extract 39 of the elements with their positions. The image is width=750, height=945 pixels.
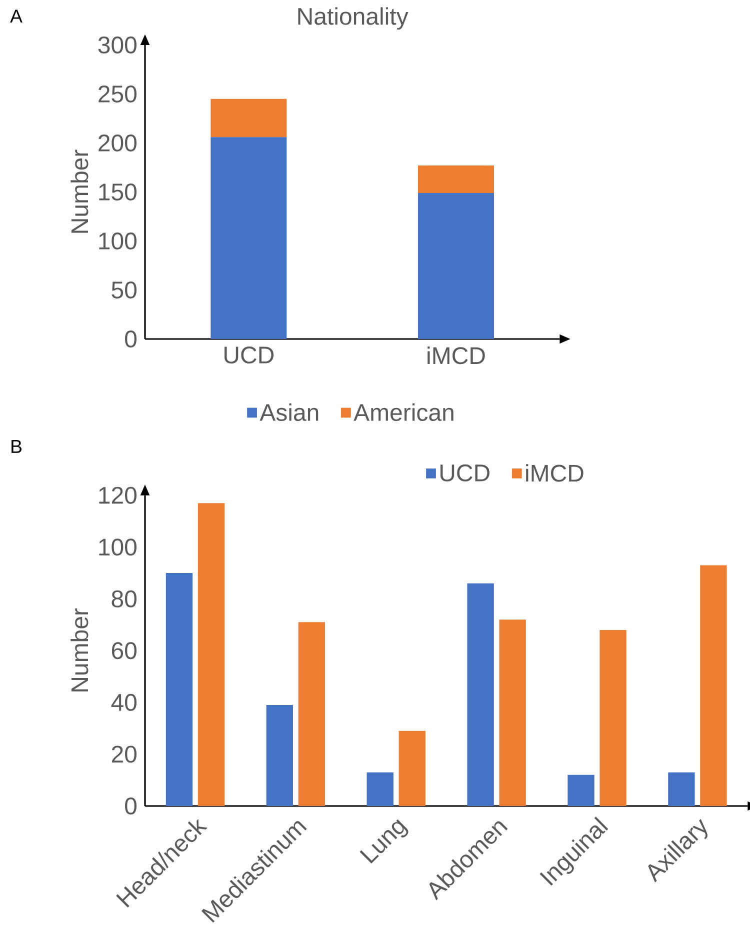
bar	[668, 772, 695, 806]
bar	[366, 772, 394, 806]
y-tick-label: 100	[99, 538, 137, 556]
y-tick-label: 150	[99, 183, 137, 200]
bar	[166, 572, 193, 806]
legend-label: Asian	[260, 403, 318, 422]
y-tick-label: 40	[111, 694, 137, 711]
bar	[418, 166, 494, 193]
y-tick-label: 100	[99, 232, 137, 250]
text: B	[12, 440, 22, 453]
bar	[266, 705, 293, 806]
bar	[398, 730, 426, 806]
bar	[298, 622, 325, 806]
bar	[198, 503, 225, 806]
y-tick-label: 200	[98, 134, 137, 152]
legend-label: iMCD	[526, 464, 584, 482]
bar	[467, 583, 494, 806]
bar	[499, 620, 526, 806]
bar	[700, 565, 727, 806]
y-tick-label: 50	[112, 281, 137, 298]
y-tick-label: 250	[98, 85, 137, 102]
y-tick-label: 20	[112, 746, 137, 763]
bar	[418, 192, 494, 339]
y-tick-label: 120	[99, 486, 137, 504]
y-tick-label: 0	[125, 330, 137, 348]
bar	[210, 98, 287, 138]
y-axis-title: Number	[70, 608, 88, 692]
legend-label: American	[354, 403, 454, 422]
legend-label: UCD	[440, 464, 490, 482]
y-tick-label: 60	[112, 642, 137, 660]
bar	[210, 137, 287, 339]
y-tick-label: 80	[112, 590, 137, 608]
y-axis-title: Number	[70, 150, 88, 233]
text: A	[10, 10, 22, 23]
y-tick-label: 300	[98, 36, 137, 54]
chart-title: Nationality	[298, 7, 408, 30]
y-tick-label: 0	[125, 797, 137, 814]
bar	[568, 774, 594, 806]
bar	[600, 630, 626, 806]
